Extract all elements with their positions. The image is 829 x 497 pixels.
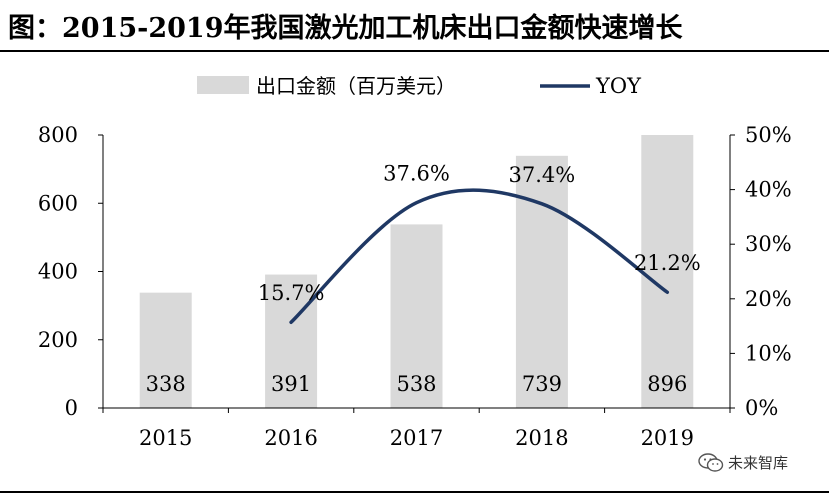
y-tick-label-left: 0 [65, 396, 78, 420]
legend-swatch-bar [197, 76, 249, 94]
y-tick-label-right: 30% [745, 232, 792, 256]
wechat-icon [698, 452, 724, 472]
bar-value-label: 338 [146, 372, 186, 396]
x-tick-label: 2019 [641, 426, 694, 450]
title-divider [0, 50, 829, 52]
y-tick-label-left: 400 [38, 260, 78, 284]
y-tick-label-left: 200 [38, 328, 78, 352]
yoy-line [289, 188, 670, 325]
yoy-data-label: 21.2% [634, 251, 701, 275]
y-tick-label-right: 40% [745, 178, 792, 202]
legend-label-bar: 出口金额（百万美元） [256, 74, 456, 98]
chart-title: 图：2015-2019年我国激光加工机床出口金额快速增长 [8, 13, 683, 44]
bar-value-label: 538 [396, 372, 436, 396]
bar-value-label: 739 [522, 372, 562, 396]
yoy-data-label: 37.6% [383, 162, 450, 186]
legend-label-line: YOY [595, 74, 642, 98]
bar-2016 [265, 274, 318, 408]
x-tick-label: 2017 [390, 426, 443, 450]
x-tick-label: 2018 [515, 426, 568, 450]
watermark: 未来智库 [698, 452, 788, 473]
bar-2017 [390, 224, 443, 408]
bottom-divider [0, 491, 829, 493]
yoy-data-label: 37.4% [509, 163, 576, 187]
y-tick-label-left: 800 [38, 123, 78, 147]
x-tick-label: 2015 [139, 426, 192, 450]
y-tick-label-left: 600 [38, 191, 78, 215]
y-tick-label-right: 10% [745, 341, 792, 365]
yoy-data-label: 15.7% [258, 281, 325, 305]
x-tick-label: 2016 [264, 426, 317, 450]
y-tick-label-right: 20% [745, 287, 792, 311]
bar-2019 [641, 135, 694, 408]
watermark-text: 未来智库 [728, 454, 789, 472]
y-tick-label-right: 50% [745, 123, 792, 147]
bar-2018 [515, 155, 568, 408]
y-tick-label-right: 0% [745, 396, 778, 420]
bar-value-label: 896 [647, 372, 687, 396]
bar-2015 [139, 292, 192, 408]
bar-value-label: 391 [271, 372, 311, 396]
